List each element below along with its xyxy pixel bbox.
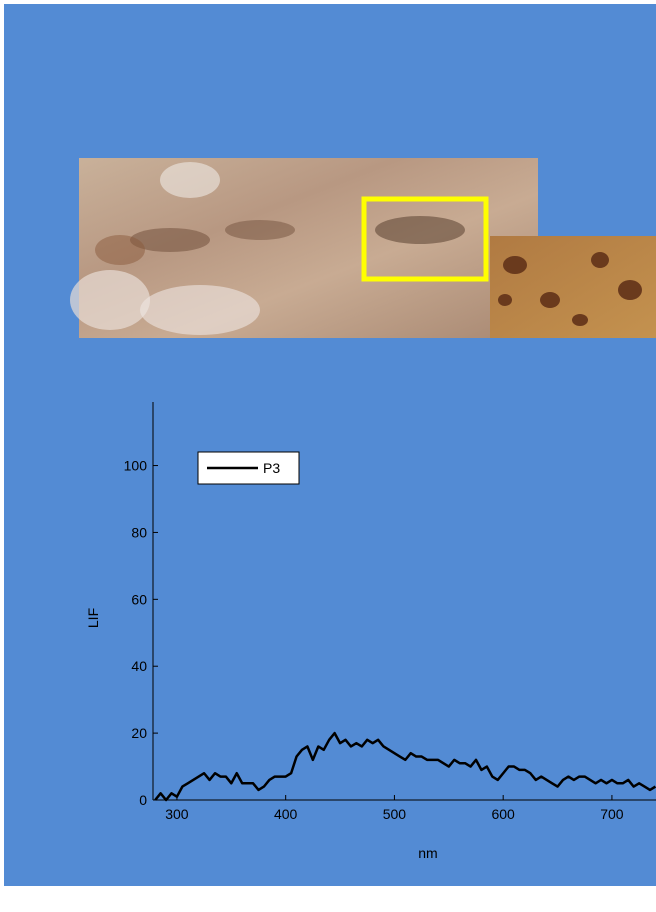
y-tick-label: 60 xyxy=(131,591,147,607)
x-tick-label: 400 xyxy=(274,806,298,822)
x-axis-label: nm xyxy=(418,845,437,861)
y-tick-label: 0 xyxy=(139,792,147,808)
x-tick-label: 500 xyxy=(383,806,407,822)
y-axis-label: LIF xyxy=(85,608,101,628)
x-tick-label: 600 xyxy=(491,806,515,822)
plot-area xyxy=(154,731,656,802)
photo xyxy=(70,158,656,338)
legend-label: P3 xyxy=(263,460,280,476)
x-tick-label: 300 xyxy=(165,806,189,822)
x-tick-label: 700 xyxy=(600,806,624,822)
background xyxy=(4,4,656,886)
y-tick-label: 20 xyxy=(131,725,147,741)
y-tick-label: 80 xyxy=(131,524,147,540)
data-line xyxy=(154,731,656,802)
y-tick-label: 40 xyxy=(131,658,147,674)
y-tick-label: 100 xyxy=(124,458,148,474)
